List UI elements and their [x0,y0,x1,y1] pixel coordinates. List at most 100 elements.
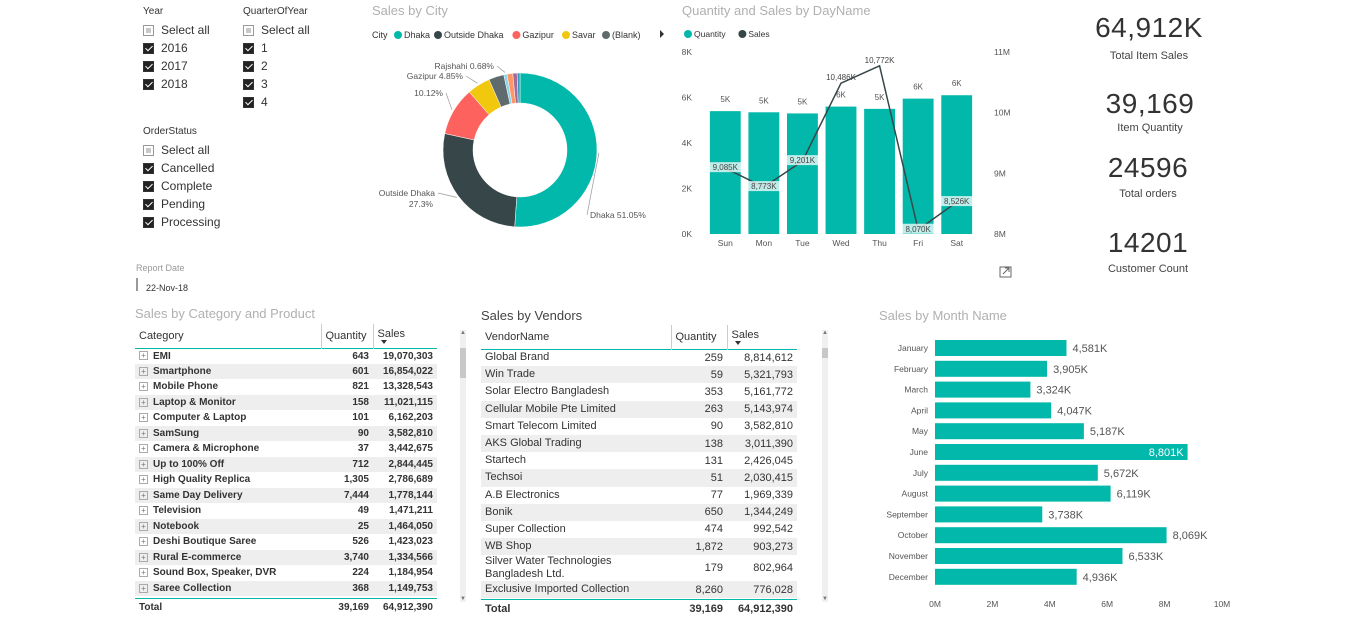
slicer-item[interactable]: Select all [143,141,263,159]
slicer-item[interactable]: Pending [143,195,263,213]
table-row[interactable]: Techsoi 51 2,030,415 [481,469,797,487]
table-row[interactable]: + Notebook 25 1,464,050 [135,518,437,534]
slicer-item[interactable]: 2 [243,57,343,75]
bar[interactable] [935,402,1052,419]
slicer-item[interactable]: 2016 [143,39,233,57]
slicer-item[interactable]: Complete [143,177,263,195]
slicer-item[interactable]: Select all [143,21,233,39]
table-row[interactable]: Bonik 650 1,344,249 [481,503,797,521]
expand-icon[interactable]: + [139,583,148,593]
vendor-scrollbar[interactable]: ▲ ▼ [822,330,828,602]
expand-icon[interactable]: + [139,397,148,407]
bar[interactable] [935,423,1084,440]
report-date-box[interactable]: 22-Nov-18 [136,278,188,293]
slicer-item[interactable]: 4 [243,93,343,111]
bar[interactable] [935,444,1188,460]
table-row[interactable]: + Saree Collection 368 1,149,753 [135,580,437,596]
expand-icon[interactable]: + [139,413,148,423]
expand-icon[interactable]: + [139,444,148,454]
expand-icon[interactable]: + [139,521,148,531]
slicer-item[interactable]: 3 [243,75,343,93]
table-row[interactable]: WB Shop 1,872 903,273 [481,538,797,556]
checkbox-icon[interactable] [143,216,154,228]
checkbox-icon[interactable] [243,78,254,90]
table-row[interactable]: A.B Electronics 77 1,969,339 [481,487,797,504]
slicer-item[interactable]: Processing [143,213,263,231]
checkbox-icon[interactable] [143,78,154,90]
bar[interactable] [935,548,1123,564]
checkbox-icon[interactable] [143,60,154,72]
table-row[interactable]: Super Collection 474 992,542 [481,521,797,538]
checkbox-icon[interactable] [143,24,154,36]
bar[interactable] [935,360,1048,377]
category-scrollbar[interactable]: ▲ ▼ [460,330,466,602]
bar[interactable] [935,485,1111,502]
checkbox-icon[interactable] [243,60,254,72]
checkbox-icon[interactable] [143,162,154,174]
col-header-sales[interactable]: Sales [373,324,437,348]
expand-icon[interactable]: + [139,366,148,376]
scroll-up-icon[interactable]: ▲ [460,330,466,336]
table-row[interactable]: + Mobile Phone 821 13,328,543 [135,379,437,395]
table-row[interactable]: + Laptop & Monitor 158 11,021,115 [135,394,437,410]
col-header-sales[interactable]: Sales [727,325,797,349]
table-row[interactable]: Startech 131 2,426,045 [481,452,797,469]
legend-label[interactable]: Sales [748,29,769,39]
checkbox-icon[interactable] [143,42,154,54]
bar[interactable] [935,340,1067,356]
expand-icon[interactable]: + [139,552,148,562]
table-row[interactable]: + Camera & Microphone 37 3,442,675 [135,441,437,457]
bar[interactable] [935,568,1077,585]
table-row[interactable]: + SamSung 90 3,582,810 [135,425,437,441]
bar[interactable] [902,98,934,234]
scroll-down-icon[interactable]: ▼ [460,596,466,602]
bar[interactable] [935,527,1167,544]
scroll-thumb[interactable] [460,348,466,378]
table-row[interactable]: + Sound Box, Speaker, DVR 224 1,184,954 [135,565,437,581]
table-row[interactable]: Silver Water Technologies Bangladesh Ltd… [481,555,797,581]
bar[interactable] [864,108,895,234]
expand-icon[interactable]: + [139,382,148,392]
pie-slice[interactable] [514,72,598,228]
bar[interactable] [825,106,857,234]
table-row[interactable]: Cellular Mobile Pte Limited 263 5,143,974 [481,400,797,418]
table-row[interactable]: Global Brand 259 8,814,612 [481,349,797,366]
legend-label[interactable]: (Blank) [612,30,641,40]
bar[interactable] [709,111,741,234]
expand-icon[interactable]: + [139,459,148,469]
pie-slice[interactable] [516,72,521,104]
col-header-quantity[interactable]: Quantity [671,325,728,349]
slicer-item[interactable]: 2018 [143,75,233,93]
legend-label[interactable]: Gazipur [522,30,554,40]
expand-icon[interactable]: + [139,506,148,516]
table-row[interactable]: + Same Day Delivery 7,444 1,778,144 [135,487,437,503]
bar[interactable] [941,95,973,234]
table-row[interactable]: + Television 49 1,471,211 [135,503,437,519]
legend-label[interactable]: Outside Dhaka [444,30,504,40]
table-row[interactable]: + Up to 100% Off 712 2,844,445 [135,456,437,472]
expand-icon[interactable]: + [139,537,148,547]
legend-next-icon[interactable] [660,30,664,38]
table-row[interactable]: Win Trade 59 5,321,793 [481,366,797,384]
bar[interactable] [935,506,1043,523]
checkbox-icon[interactable] [143,198,154,210]
checkbox-icon[interactable] [243,42,254,54]
bar[interactable] [748,112,780,234]
scroll-down-icon[interactable]: ▼ [822,596,828,602]
expand-icon[interactable]: + [139,475,148,485]
col-header-quantity[interactable]: Quantity [321,324,374,348]
slicer-item[interactable]: 1 [243,39,343,57]
checkbox-icon[interactable] [243,96,254,108]
checkbox-icon[interactable] [143,180,154,192]
legend-label[interactable]: Quantity [694,29,726,39]
checkbox-icon[interactable] [143,144,154,156]
table-row[interactable]: + Computer & Laptop 101 6,162,203 [135,410,437,426]
table-row[interactable]: + Deshi Boutique Saree 526 1,423,023 [135,534,437,550]
expand-icon[interactable]: + [139,490,148,500]
pie-slice[interactable] [442,133,518,228]
slicer-item[interactable]: 2017 [143,57,233,75]
legend-label[interactable]: Dhaka [404,30,430,40]
table-row[interactable]: AKS Global Trading 138 3,011,390 [481,434,797,453]
legend-label[interactable]: Savar [572,30,596,40]
table-row[interactable]: Exclusive Imported Collection 8,260 776,02… [481,581,797,599]
